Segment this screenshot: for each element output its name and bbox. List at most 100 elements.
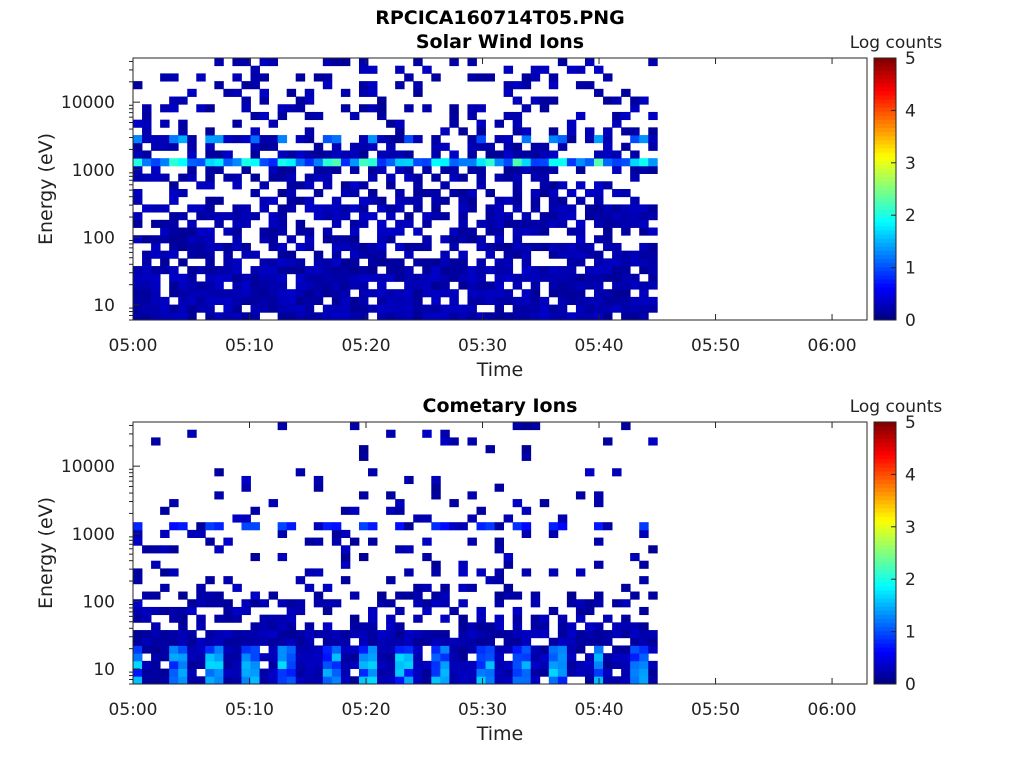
spectrogram-cell (313, 212, 324, 221)
spectrogram-cell (331, 219, 342, 228)
spectrogram-cell (358, 250, 369, 259)
spectrogram-cell (431, 312, 441, 321)
spectrogram-cell (313, 173, 324, 182)
spectrogram-cell (133, 142, 143, 151)
spectrogram-cell (205, 537, 215, 546)
spectrogram-cell (467, 196, 477, 205)
spectrogram-cell (133, 599, 143, 608)
spectrogram-cell (612, 189, 622, 198)
spectrogram-cell (259, 142, 269, 151)
spectrogram-cell (340, 158, 351, 167)
colorbar-segment (874, 557, 896, 562)
spectrogram-cell (395, 676, 405, 685)
colorbar-segment (874, 426, 896, 431)
spectrogram-cell (575, 614, 586, 623)
panel-title: Cometary Ions (423, 395, 578, 417)
colorbar-segment (874, 201, 896, 206)
spectrogram-cell (584, 668, 595, 677)
spectrogram-cell (160, 545, 170, 554)
colorbar-segment (874, 512, 896, 517)
spectrogram-cell (539, 96, 550, 105)
spectrogram-cell (160, 630, 170, 639)
spectrogram-cell (268, 622, 279, 631)
spectrogram-cell (485, 296, 495, 305)
spectrogram-cell (512, 119, 523, 128)
spectrogram-cell (250, 668, 260, 677)
colorbar-segment (874, 238, 896, 243)
spectrogram-cell (603, 522, 613, 531)
spectrogram-cell (277, 660, 288, 669)
spectrogram-cell (178, 606, 188, 616)
spectrogram-cell (277, 258, 288, 267)
spectrogram-cell (250, 506, 260, 515)
spectrogram-cell (621, 281, 631, 290)
spectrogram-cell (313, 250, 324, 259)
spectrogram-cell (232, 73, 242, 82)
spectrogram-cell (151, 591, 161, 600)
spectrogram-cell (205, 181, 215, 190)
spectrogram-cell (259, 96, 269, 105)
spectrogram-cell (187, 630, 197, 639)
spectrogram-cell (530, 73, 541, 82)
spectrogram-cell (178, 668, 188, 677)
spectrogram-cell (277, 622, 288, 631)
spectrogram-cell (548, 312, 559, 321)
spectrogram-cell (639, 135, 649, 144)
spectrogram-cell (304, 630, 315, 639)
spectrogram-cell (241, 296, 251, 305)
spectrogram-cell (196, 529, 206, 538)
spectrogram-cell (603, 668, 613, 677)
spectrogram-cell (205, 281, 215, 290)
spectrogram-cell (621, 614, 631, 623)
spectrogram-cell (386, 576, 396, 585)
spectrogram-cell (331, 150, 342, 159)
spectrogram-cell (187, 304, 197, 313)
spectrogram-cell (449, 437, 459, 446)
spectrogram-cell (422, 312, 432, 321)
spectrogram-cell (277, 614, 288, 623)
spectrogram-cell (621, 204, 631, 213)
spectrogram-cell (440, 281, 450, 290)
spectrogram-cell (268, 653, 279, 662)
spectrogram-cell (232, 281, 242, 290)
spectrogram-cell (250, 65, 260, 74)
spectrogram-cell (232, 312, 242, 321)
spectrogram-cell (142, 273, 152, 282)
spectrogram-cell (358, 142, 369, 151)
spectrogram-cell (349, 158, 360, 167)
spectrogram-cell (358, 242, 369, 252)
spectrogram-cell (250, 212, 260, 221)
spectrogram-cell (214, 676, 224, 685)
spectrogram-cell (295, 242, 306, 252)
spectrogram-cell (530, 304, 541, 313)
spectrogram-cell (431, 491, 441, 500)
spectrogram-cell (584, 637, 595, 646)
colorbar-segment (874, 254, 896, 260)
spectrogram-cell (349, 235, 360, 244)
spectrogram-cell (521, 304, 532, 313)
spectrogram-cell (377, 96, 387, 105)
spectrogram-cell (630, 250, 640, 259)
spectrogram-cell (476, 312, 486, 321)
spectrogram-cell (521, 637, 532, 646)
spectrogram-cell (313, 591, 324, 600)
spectrogram-cell (530, 150, 541, 159)
spectrogram-cell (530, 630, 541, 639)
spectrogram-cell (205, 127, 215, 136)
spectrogram-cell (621, 676, 631, 685)
spectrogram-cell (539, 181, 550, 190)
spectrogram-cell (440, 637, 450, 646)
spectrogram-cell (196, 212, 206, 221)
spectrogram-cell (648, 437, 658, 446)
spectrogram-cell (476, 135, 486, 144)
spectrogram-cell (431, 158, 441, 167)
spectrogram-cell (467, 289, 477, 298)
spectrogram-cell (485, 576, 495, 585)
spectrogram-cell (214, 637, 224, 646)
spectrogram-cell (304, 668, 315, 677)
colorbar-segment (874, 544, 896, 550)
spectrogram-cell (241, 219, 251, 228)
colorbar-tick-label: 5 (905, 49, 916, 69)
spectrogram-cell (603, 73, 613, 82)
spectrogram-cell (648, 127, 658, 136)
